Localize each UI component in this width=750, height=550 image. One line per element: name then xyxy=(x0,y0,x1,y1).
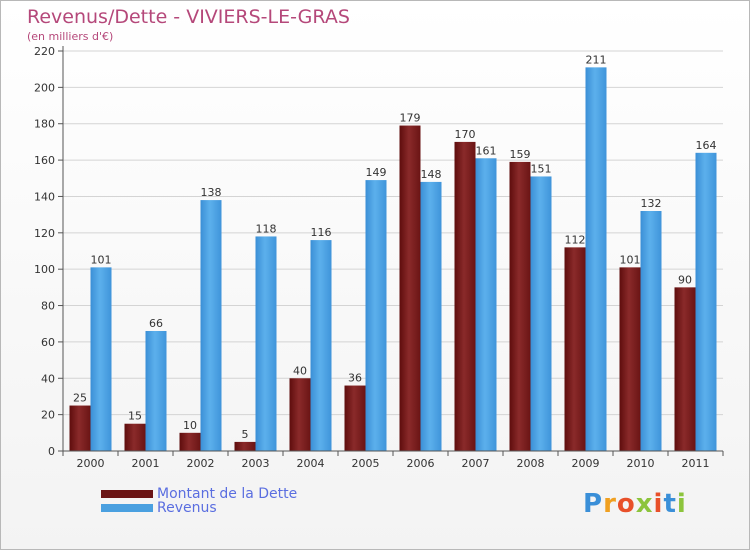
data-label: 5 xyxy=(242,428,249,441)
data-label: 116 xyxy=(311,226,332,239)
data-label: 10 xyxy=(183,419,197,432)
legend-item-debt: Montant de la Dette xyxy=(101,487,297,501)
data-label: 101 xyxy=(91,253,112,266)
bar-dette xyxy=(179,432,201,451)
data-label: 101 xyxy=(620,253,641,266)
x-tick-label: 2011 xyxy=(682,457,710,470)
x-tick-label: 2001 xyxy=(132,457,160,470)
logo-letter: i xyxy=(653,489,664,519)
bar-revenus xyxy=(90,267,112,451)
legend-item-revenus: Revenus xyxy=(101,501,297,515)
chart-subtitle: (en milliers d'€) xyxy=(27,30,114,43)
chart-title: Revenus/Dette - VIVIERS-LE-GRAS xyxy=(27,6,350,28)
y-tick-label: 80 xyxy=(41,300,55,313)
logo-letter: t xyxy=(663,489,677,519)
bar-dette xyxy=(454,141,476,451)
bar-dette xyxy=(399,125,421,451)
data-label: 40 xyxy=(293,364,307,377)
data-label: 138 xyxy=(201,186,222,199)
proxiti-logo: Proxiti xyxy=(583,489,687,519)
y-tick-label: 180 xyxy=(34,118,55,131)
bar-revenus xyxy=(640,211,662,451)
bar-revenus xyxy=(585,67,607,451)
data-label: 170 xyxy=(455,128,476,141)
data-label: 164 xyxy=(696,139,717,152)
data-label: 151 xyxy=(531,162,552,175)
data-label: 159 xyxy=(510,148,531,161)
x-tick-label: 2003 xyxy=(242,457,270,470)
data-label: 112 xyxy=(565,233,586,246)
bar-dette xyxy=(289,378,311,451)
chart-legend: Montant de la Dette Revenus xyxy=(101,487,297,515)
data-label: 15 xyxy=(128,410,142,423)
bar-revenus xyxy=(310,240,332,451)
bar-revenus xyxy=(475,158,497,452)
logo-letter: r xyxy=(603,489,617,519)
data-label: 179 xyxy=(400,112,421,125)
y-tick-label: 220 xyxy=(34,45,55,58)
x-tick-label: 2002 xyxy=(187,457,215,470)
data-label: 148 xyxy=(421,168,442,181)
logo-letter: i xyxy=(676,489,687,519)
data-label: 118 xyxy=(256,222,277,235)
y-tick-label: 0 xyxy=(48,445,55,458)
bar-revenus xyxy=(530,176,552,452)
bar-dette xyxy=(564,247,586,451)
bar-revenus xyxy=(200,200,222,451)
data-label: 149 xyxy=(366,166,387,179)
legend-swatch-debt xyxy=(101,490,153,498)
bar-dette xyxy=(674,287,696,451)
bar-revenus xyxy=(145,331,167,451)
bar-dette xyxy=(69,405,91,451)
logo-letter: x xyxy=(635,489,654,519)
y-tick-label: 40 xyxy=(41,372,55,385)
x-tick-label: 2000 xyxy=(77,457,105,470)
legend-label-debt: Montant de la Dette xyxy=(157,486,298,502)
data-label: 36 xyxy=(348,372,362,385)
bar-dette xyxy=(619,267,641,451)
legend-swatch-revenus xyxy=(101,504,153,512)
data-label: 25 xyxy=(73,392,87,405)
x-tick-label: 2005 xyxy=(352,457,380,470)
logo-letter: P xyxy=(583,489,604,519)
y-tick-label: 20 xyxy=(41,409,55,422)
x-tick-label: 2004 xyxy=(297,457,325,470)
bar-revenus xyxy=(695,152,717,451)
x-tick-label: 2008 xyxy=(517,457,545,470)
data-label: 90 xyxy=(678,273,692,286)
bar-revenus xyxy=(255,236,277,451)
data-label: 211 xyxy=(586,53,607,66)
bar-dette xyxy=(344,385,366,451)
bar-dette xyxy=(234,441,256,451)
y-tick-label: 60 xyxy=(41,336,55,349)
bar-dette xyxy=(124,423,146,451)
bar-dette xyxy=(509,161,531,451)
y-tick-label: 120 xyxy=(34,227,55,240)
x-tick-label: 2009 xyxy=(572,457,600,470)
y-tick-label: 160 xyxy=(34,154,55,167)
y-tick-label: 140 xyxy=(34,190,55,203)
data-label: 161 xyxy=(476,144,497,157)
logo-letter: o xyxy=(616,489,636,519)
bar-revenus xyxy=(420,181,442,451)
y-tick-label: 100 xyxy=(34,263,55,276)
bar-revenus xyxy=(365,180,387,451)
legend-label-revenus: Revenus xyxy=(157,500,217,516)
data-label: 66 xyxy=(149,317,163,330)
x-tick-label: 2007 xyxy=(462,457,490,470)
y-tick-label: 200 xyxy=(34,81,55,94)
x-tick-label: 2010 xyxy=(627,457,655,470)
x-tick-label: 2006 xyxy=(407,457,435,470)
data-label: 132 xyxy=(641,197,662,210)
